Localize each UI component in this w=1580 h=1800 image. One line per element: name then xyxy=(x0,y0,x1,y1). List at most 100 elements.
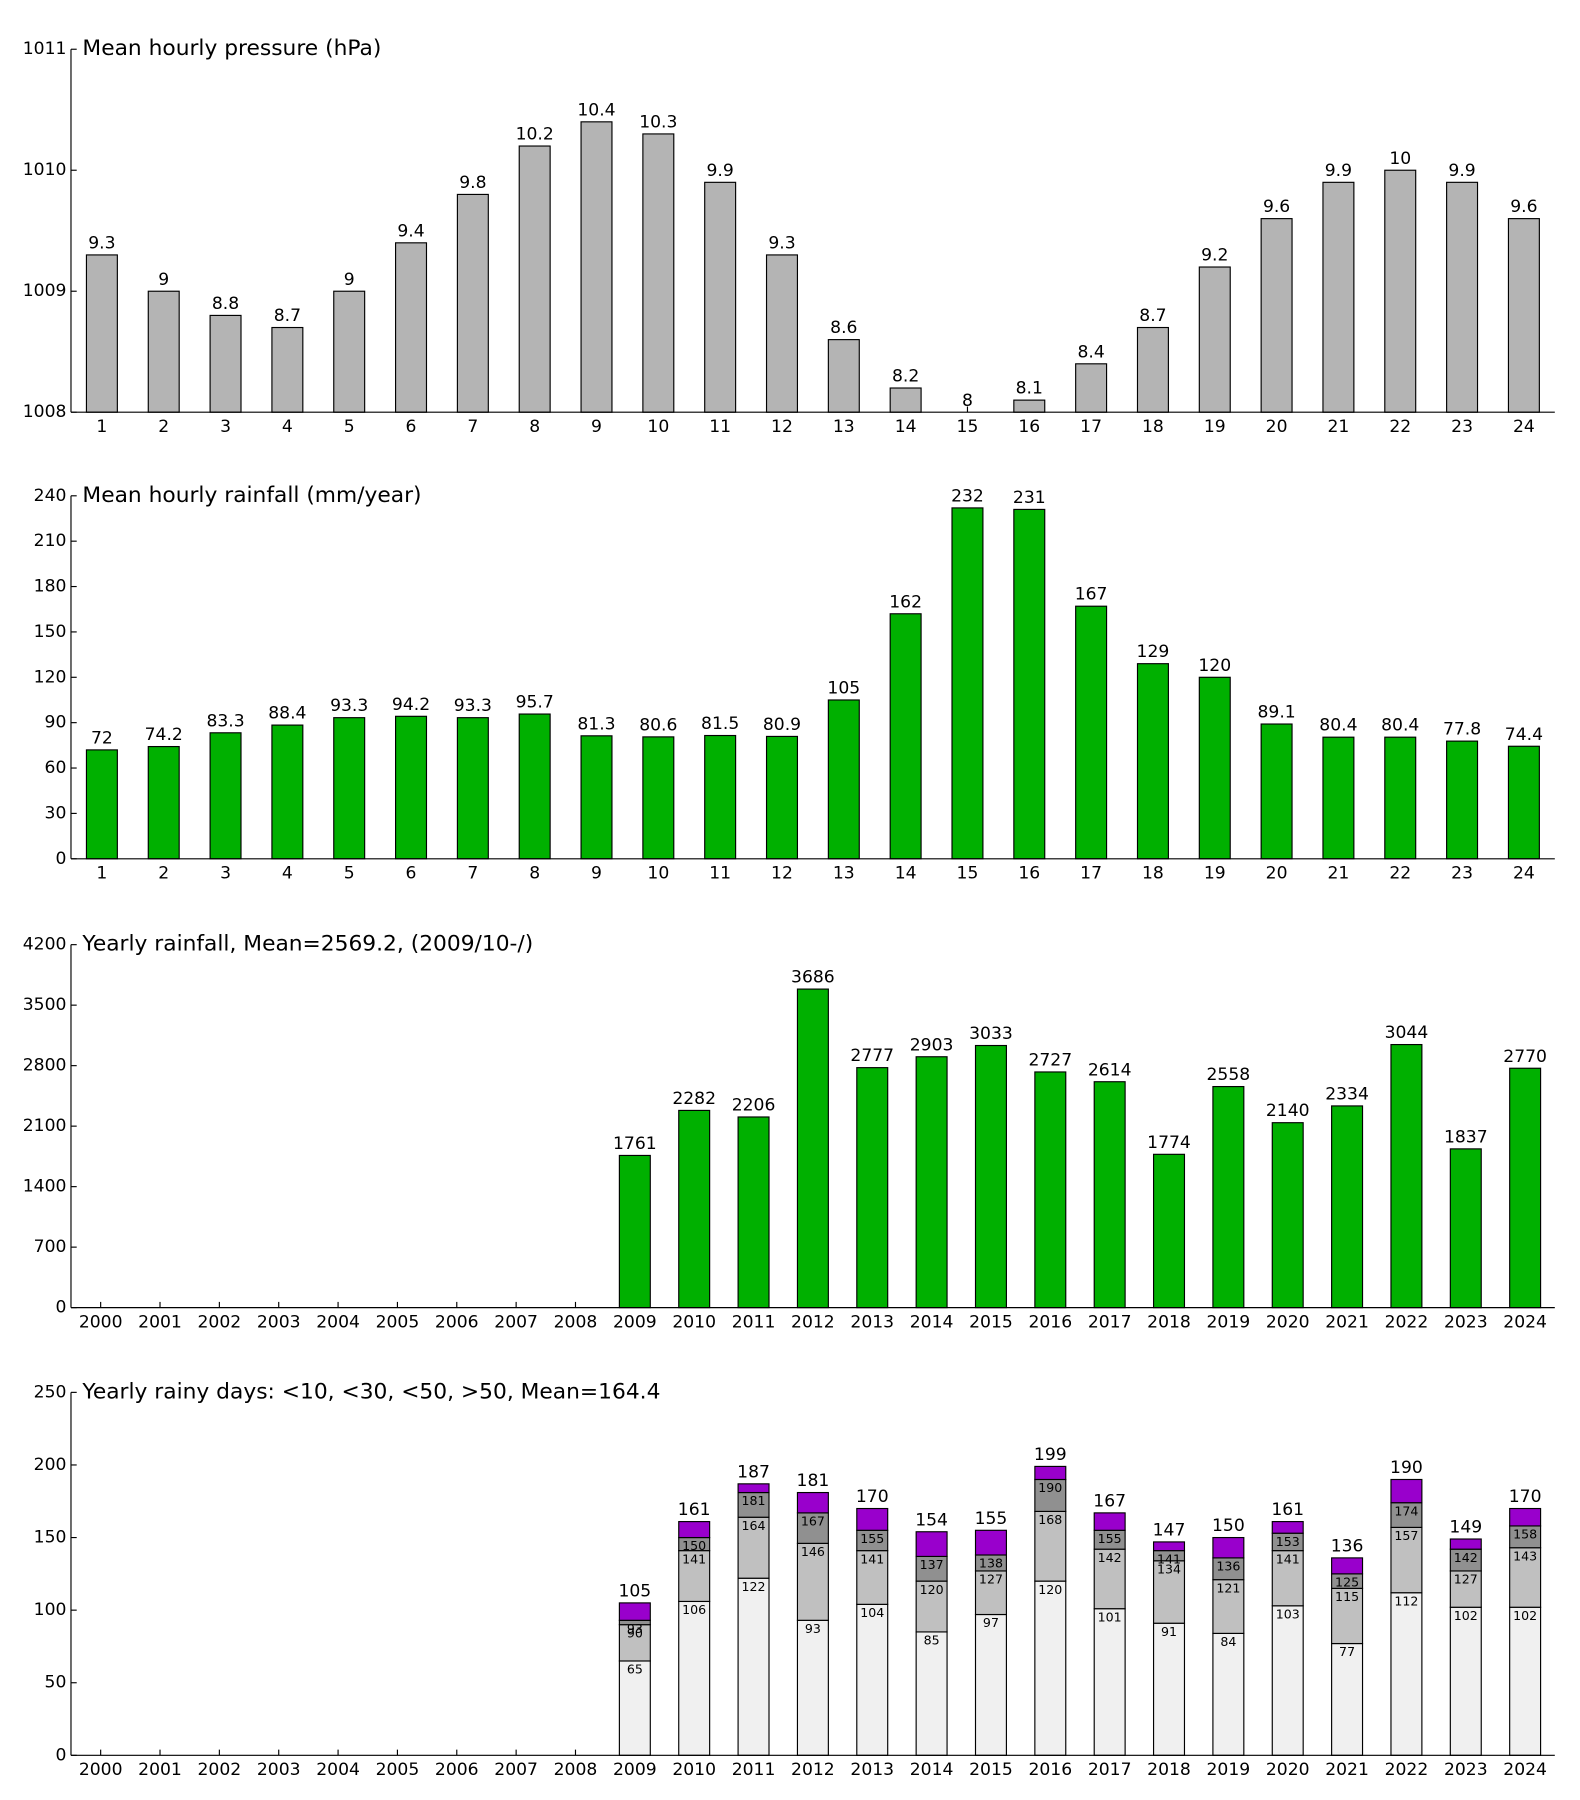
segment-label: 104 xyxy=(860,1605,884,1620)
value-label: 80.4 xyxy=(1381,716,1419,736)
x-tick-label: 2005 xyxy=(376,1760,420,1780)
value-label: 9.8 xyxy=(459,173,486,193)
bar xyxy=(765,735,799,860)
value-label: 9.3 xyxy=(88,233,115,253)
x-tick-label: 21 xyxy=(1327,417,1349,437)
bar xyxy=(915,1056,948,1309)
x-tick-label: 2004 xyxy=(316,1313,360,1333)
x-tick-label: 16 xyxy=(1018,864,1040,884)
total-label: 149 xyxy=(1449,1518,1482,1538)
x-tick-label: 9 xyxy=(591,417,602,437)
bar xyxy=(395,242,428,413)
value-label: 2558 xyxy=(1207,1065,1251,1085)
value-label: 81.3 xyxy=(577,714,615,734)
chart-title: Mean hourly rainfall (mm/year) xyxy=(82,483,421,508)
bar-segment xyxy=(1034,1580,1067,1756)
value-label: 2282 xyxy=(672,1089,716,1109)
y-tick-label: 1011 xyxy=(23,39,67,59)
segment-label: 164 xyxy=(742,1518,766,1533)
value-label: 8 xyxy=(962,391,973,411)
bar-segment xyxy=(1271,1550,1304,1607)
bar-segment xyxy=(915,1555,948,1582)
x-tick-label: 22 xyxy=(1389,864,1411,884)
y-tick-label: 180 xyxy=(34,577,67,597)
y-tick-label: 0 xyxy=(55,1298,66,1318)
bar-segment xyxy=(1509,1507,1542,1527)
bar xyxy=(704,734,737,860)
total-label: 136 xyxy=(1331,1536,1364,1556)
segment-label: 77 xyxy=(1339,1644,1355,1659)
bar-segment xyxy=(1034,1465,1067,1481)
x-tick-label: 2011 xyxy=(732,1760,776,1780)
x-tick-label: 2001 xyxy=(138,1760,182,1780)
x-tick-label: 6 xyxy=(406,417,417,437)
bar-segment xyxy=(1449,1538,1482,1550)
bar xyxy=(678,1109,711,1309)
y-tick-label: 200 xyxy=(34,1455,67,1475)
x-tick-label: 2009 xyxy=(613,1313,657,1333)
x-tick-label: 2007 xyxy=(494,1760,538,1780)
value-label: 9.2 xyxy=(1201,246,1228,266)
x-tick-label: 2000 xyxy=(79,1313,123,1333)
y-tick-label: 0 xyxy=(55,1745,66,1765)
x-tick-label: 24 xyxy=(1513,417,1535,437)
value-label: 10.3 xyxy=(639,112,677,132)
x-tick-label: 11 xyxy=(709,417,731,437)
total-label: 154 xyxy=(915,1510,948,1530)
total-label: 105 xyxy=(618,1581,651,1601)
value-label: 9.6 xyxy=(1510,197,1537,217)
segment-label: 102 xyxy=(1513,1608,1537,1623)
bar xyxy=(209,314,242,413)
x-tick-label: 2023 xyxy=(1444,1760,1488,1780)
x-tick-label: 2016 xyxy=(1028,1760,1072,1780)
value-label: 95.7 xyxy=(516,693,554,713)
bar xyxy=(456,717,489,860)
segment-label: 155 xyxy=(1098,1531,1122,1546)
bar xyxy=(618,1154,651,1309)
segment-label: 102 xyxy=(1454,1608,1478,1623)
bar xyxy=(796,988,829,1309)
bar-segment xyxy=(796,1542,829,1621)
x-tick-label: 20 xyxy=(1266,417,1288,437)
x-tick-label: 8 xyxy=(529,864,540,884)
segment-label: 167 xyxy=(801,1514,825,1529)
segment-label: 115 xyxy=(1335,1589,1359,1604)
bar xyxy=(1509,1067,1542,1309)
bar-segment xyxy=(1212,1579,1245,1634)
segment-label: 112 xyxy=(1394,1593,1418,1608)
value-label: 3044 xyxy=(1385,1023,1429,1043)
total-label: 155 xyxy=(975,1509,1008,1529)
value-label: 129 xyxy=(1137,642,1170,662)
x-tick-label: 13 xyxy=(833,417,855,437)
x-tick-label: 2005 xyxy=(376,1313,420,1333)
chart-title: Mean hourly pressure (hPa) xyxy=(82,36,381,61)
x-tick-label: 2013 xyxy=(850,1760,894,1780)
bar-segment xyxy=(1212,1632,1245,1756)
bar-segment xyxy=(796,1619,829,1756)
segment-label: 125 xyxy=(1335,1575,1359,1590)
segment-label: 120 xyxy=(920,1582,944,1597)
y-tick-label: 2800 xyxy=(23,1056,67,1076)
value-label: 9.4 xyxy=(397,221,424,241)
value-label: 9.9 xyxy=(1448,161,1475,181)
x-tick-label: 2020 xyxy=(1266,1313,1310,1333)
value-label: 2334 xyxy=(1325,1084,1369,1104)
bar-segment xyxy=(1331,1587,1364,1645)
value-label: 93.3 xyxy=(330,696,368,716)
bar-segment xyxy=(915,1580,948,1633)
bar-segment xyxy=(856,1507,889,1531)
bar xyxy=(642,736,675,860)
y-tick-label: 1010 xyxy=(23,160,67,180)
x-tick-label: 24 xyxy=(1513,864,1535,884)
x-tick-label: 14 xyxy=(895,417,917,437)
chart-title: Yearly rainfall, Mean=2569.2, (2009/10-/… xyxy=(81,932,533,957)
x-tick-label: 2013 xyxy=(850,1313,894,1333)
value-label: 2770 xyxy=(1503,1047,1547,1067)
x-tick-label: 2015 xyxy=(969,1760,1013,1780)
bar xyxy=(1390,1043,1423,1309)
x-tick-label: 19 xyxy=(1204,417,1226,437)
bar xyxy=(85,749,118,860)
x-tick-label: 2010 xyxy=(672,1760,716,1780)
x-tick-label: 2018 xyxy=(1147,1313,1191,1333)
